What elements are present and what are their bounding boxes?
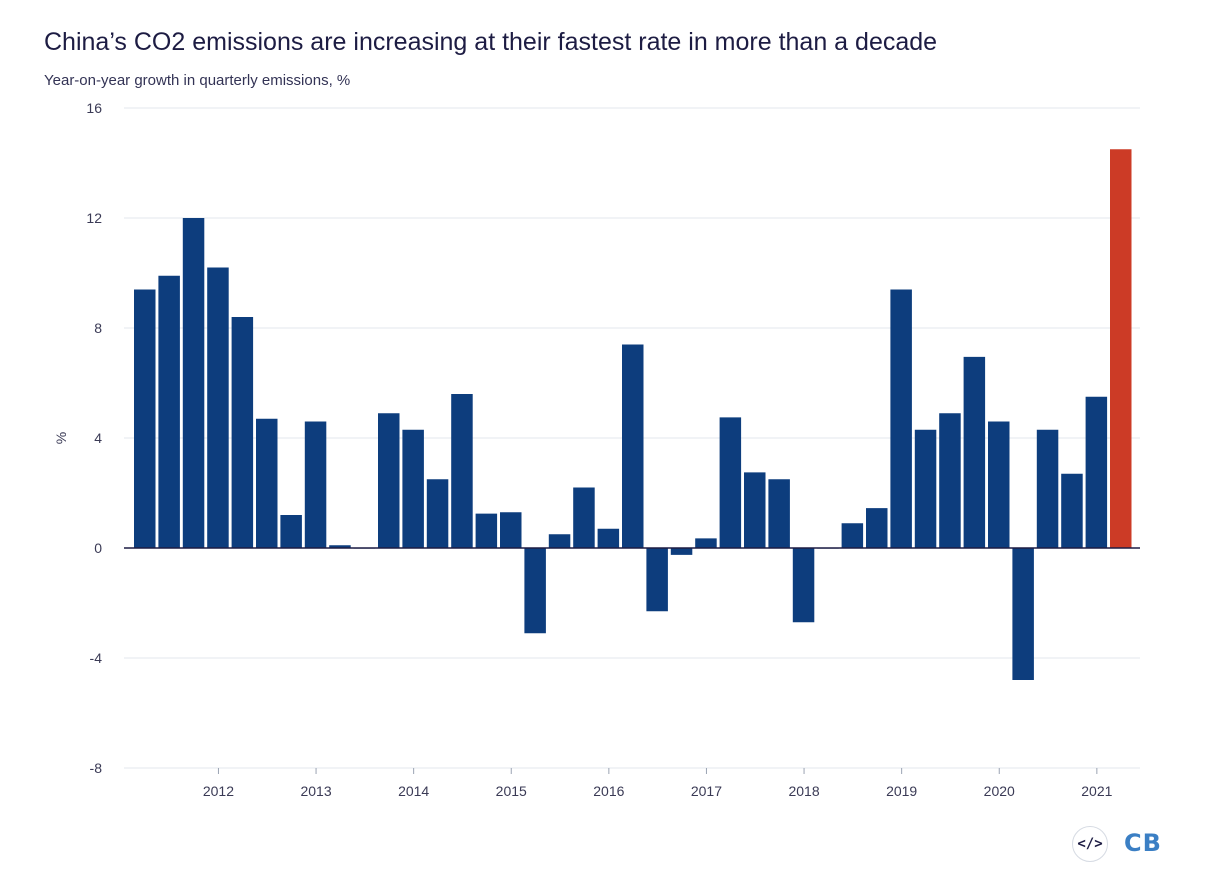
- bar: [988, 421, 1010, 548]
- chart-title: China’s CO2 emissions are increasing at …: [44, 28, 938, 56]
- x-tick-label: 2020: [984, 783, 1015, 799]
- y-tick-label: 8: [94, 320, 102, 336]
- x-tick-label: 2018: [788, 783, 819, 799]
- x-tick-label: 2014: [398, 783, 429, 799]
- bar: [402, 429, 424, 548]
- bar: [890, 289, 912, 548]
- y-tick-label: -8: [90, 760, 103, 776]
- bar: [963, 356, 986, 548]
- bar: [378, 413, 400, 548]
- bar: [304, 421, 327, 548]
- logo-text: CB: [1124, 829, 1162, 857]
- bar: [1012, 548, 1034, 680]
- bar: [134, 289, 156, 548]
- bar: [1085, 396, 1108, 548]
- x-tick-label: 2013: [300, 783, 331, 799]
- bar: [792, 548, 815, 623]
- bar: [719, 417, 742, 548]
- bar: [475, 513, 498, 548]
- bar: [695, 538, 717, 548]
- y-tick-label: 4: [94, 430, 102, 446]
- x-tick-label: 2015: [496, 783, 527, 799]
- x-tick-label: 2021: [1081, 783, 1112, 799]
- bar: [744, 472, 766, 548]
- x-tick-label: 2017: [691, 783, 722, 799]
- bar: [866, 508, 888, 548]
- bar: [573, 487, 595, 548]
- bar: [524, 548, 546, 634]
- chart-subtitle: Year-on-year growth in quarterly emissio…: [44, 72, 351, 89]
- bar: [158, 275, 180, 548]
- y-tick-label: 0: [94, 540, 102, 556]
- bar: [670, 548, 693, 555]
- x-tick-label: 2012: [203, 783, 234, 799]
- bar: [1036, 429, 1059, 548]
- bar: [256, 418, 278, 548]
- bar: [329, 545, 351, 548]
- y-tick-label: 12: [86, 210, 102, 226]
- bar: [768, 479, 790, 548]
- bar: [548, 534, 571, 548]
- y-axis-label: %: [53, 432, 69, 444]
- bar: [622, 344, 644, 548]
- x-axis-ticks: 2012 2013 2014 2015 2016 2017 2018 2019 2020 2021: [203, 768, 1113, 799]
- bar: [500, 512, 522, 548]
- bar: [231, 317, 254, 548]
- x-tick-label: 2019: [886, 783, 917, 799]
- x-tick-label: 2016: [593, 783, 624, 799]
- y-tick-label: 16: [86, 100, 102, 116]
- code-icon: </>: [1072, 826, 1108, 862]
- carbon-brief-logo: </> CB: [1072, 826, 1162, 862]
- bar: [841, 523, 864, 548]
- bar: [280, 515, 302, 548]
- bar: [939, 413, 961, 548]
- bar: [1061, 473, 1083, 548]
- y-tick-label: -4: [90, 650, 103, 666]
- y-axis-ticks: -8 -4 0 4 8 12 16: [86, 100, 102, 776]
- bar: [646, 548, 668, 612]
- bar: [207, 267, 229, 548]
- bars: [134, 149, 1132, 680]
- bar: [426, 479, 449, 548]
- bar: [914, 429, 937, 548]
- grid-lines: [124, 107, 1140, 769]
- bar-highlight: [1110, 149, 1132, 548]
- bar: [182, 218, 205, 548]
- bar: [451, 394, 473, 548]
- bar: [597, 528, 620, 548]
